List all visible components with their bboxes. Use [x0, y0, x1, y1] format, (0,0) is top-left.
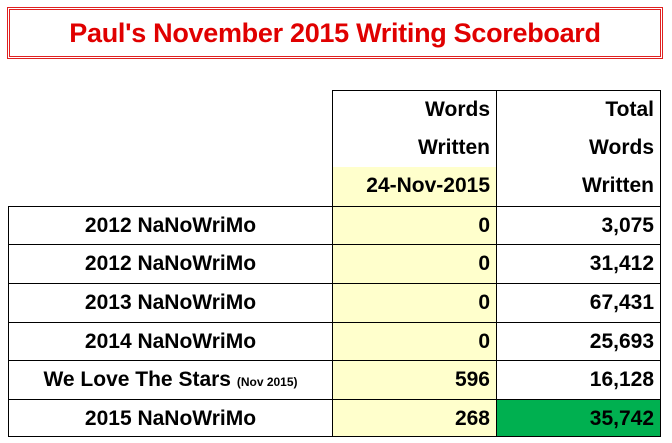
- scoreboard-title: Paul's November 2015 Writing Scoreboard: [7, 7, 663, 59]
- row-project-name: We Love The Stars (Nov 2015): [8, 360, 332, 399]
- words-written-today: 596: [332, 360, 496, 399]
- project-note: (Nov 2015): [236, 375, 298, 390]
- total-words-written: 3,075: [496, 205, 661, 245]
- header-total-words-line: Total: [496, 90, 661, 129]
- project-name: 2012 NaNoWriMo: [84, 213, 257, 237]
- header-words-written-line: Words: [332, 90, 496, 129]
- words-written-today: 0: [332, 321, 496, 361]
- total-words-written: 25,693: [496, 321, 661, 361]
- project-name: 2015 NaNoWriMo: [84, 406, 257, 430]
- header-total-words-line: Written: [496, 167, 661, 206]
- row-project-name: 2013 NaNoWriMo: [8, 283, 332, 322]
- total-words-written: 67,431: [496, 283, 661, 322]
- words-written-today: 268: [332, 398, 496, 438]
- header-words-written-line: 24-Nov-2015: [332, 167, 496, 206]
- row-project-name: 2015 NaNoWriMo: [8, 398, 332, 438]
- project-name: We Love The Stars: [43, 368, 231, 392]
- words-written-today: 0: [332, 244, 496, 283]
- words-written-today: 0: [332, 205, 496, 245]
- header-total-words-line: Words: [496, 128, 661, 168]
- total-words-written: 35,742: [496, 398, 661, 438]
- project-name: 2014 NaNoWriMo: [84, 329, 257, 353]
- row-project-name: 2012 NaNoWriMo: [8, 244, 332, 283]
- words-written-today: 0: [332, 283, 496, 322]
- row-project-name: 2014 NaNoWriMo: [8, 321, 332, 361]
- project-name: 2012 NaNoWriMo: [84, 252, 257, 276]
- total-words-written: 31,412: [496, 244, 661, 283]
- total-words-written: 16,128: [496, 360, 661, 399]
- row-project-name: 2012 NaNoWriMo: [8, 205, 332, 245]
- project-name: 2013 NaNoWriMo: [84, 291, 257, 314]
- header-words-written-line: Written: [332, 128, 496, 168]
